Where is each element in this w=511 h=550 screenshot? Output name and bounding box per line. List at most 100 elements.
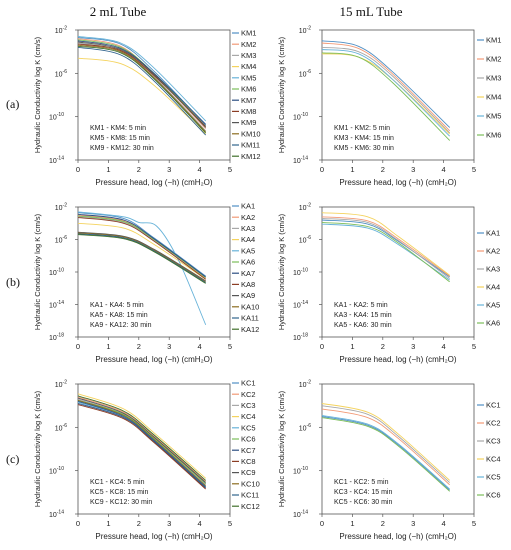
annotation-line: KC3 - KC4: 15 min [334,489,392,496]
y-tick-label: 10-2 [55,380,67,390]
annotation-line: KM1 - KM2: 5 min [334,125,390,132]
legend-label-km1: KM1 [241,29,256,38]
legend-label-ka4: KA4 [486,283,500,292]
legend-label-kc5: KC5 [486,473,501,482]
series-line-ka6 [77,215,206,279]
series-line-km4 [77,57,207,135]
legend-label-km10: KM10 [241,129,261,138]
series-line-kc4 [77,393,206,479]
legend-label-km6: KM6 [486,131,501,140]
series-line-kc7 [77,403,207,489]
x-tick-label: 0 [320,165,324,174]
x-tick-label: 5 [472,519,476,528]
plot-frame [321,383,475,515]
y-axis-label: Hydraulic Conductivity log K (cm/s) [33,213,42,330]
column-title-15ml: 15 mL Tube [339,4,402,19]
x-tick-label: 5 [228,342,232,351]
series-line-ka9 [77,231,206,282]
legend-label-km9: KM9 [241,118,256,127]
x-tick-label: 1 [106,165,110,174]
y-tick-label: 10-10 [49,466,64,476]
x-tick-label: 0 [76,165,80,174]
series-line-km7 [77,40,207,125]
row-label-b: (b) [6,275,20,289]
x-tick-label: 4 [198,342,202,351]
series-line-km10 [77,44,207,133]
annotation-line: KC5 - KC6: 30 min [334,499,392,506]
legend-label-kc3: KC3 [486,437,501,446]
series-line-ka8 [77,217,206,280]
x-tick-label: 3 [411,165,415,174]
series-line-kc9 [77,397,206,483]
series-line-kc4 [321,403,451,481]
series-line-ka4 [77,222,206,280]
annotation-line: KA1 - KA4: 5 min [90,302,144,309]
legend-label-ka3: KA3 [486,265,500,274]
y-tick-label: 10-14 [49,510,64,520]
series-line-kc5 [321,414,450,490]
annotation-line: KM1 - KM4: 5 min [90,125,146,132]
x-tick-label: 2 [137,165,141,174]
row-label-a: (a) [6,97,19,111]
series-line-ka12 [77,234,206,284]
series-line-kc5 [77,401,207,488]
panels: 0 1 2 3 4 5 10-2 10-6 10-10 10-14 Pressure head, l… [33,26,501,542]
panel-a-right: 0 1 2 3 4 5 10-2 10-6 10-10 10-14 Pressure head, l… [277,26,501,188]
series-line-ka11 [77,233,206,283]
legend-label-kc2: KC2 [486,419,501,428]
y-tick-label: 10-10 [49,112,64,122]
x-tick-label: 2 [381,519,385,528]
y-tick-label: 10-10 [49,268,64,278]
y-axis-label: Hydraulic Conductivity log K (cm/s) [33,390,42,507]
series-line-km6 [77,39,207,127]
series-line-km3 [321,46,451,134]
legend-label-km2: KM2 [241,40,256,49]
series-line-ka3 [321,217,450,279]
legend-label-kc6: KC6 [241,435,256,444]
legend-label-ka9: KA9 [241,291,255,300]
legend-label-kc9: KC9 [241,468,256,477]
annotation-line: KA9 - KA12: 30 min [90,322,152,329]
series-line-ka1 [321,219,450,278]
series-line-kc6 [77,399,206,485]
panel-b-left: 0 1 2 3 4 5 10-2 10-6 10-10 10-14 10-18 Pressure he… [33,202,259,364]
annotation-line: KC5 - KC8: 15 min [90,489,148,496]
legend-label-km5: KM5 [486,112,501,121]
row-label-c: (c) [6,452,19,466]
legend-label-kc2: KC2 [241,390,256,399]
legend-label-km8: KM8 [241,107,256,116]
legend-label-km4: KM4 [486,93,501,102]
legend-label-kc5: KC5 [241,423,256,432]
x-tick-label: 1 [350,342,354,351]
y-tick-label: 10-18 [293,333,308,343]
x-tick-label: 1 [350,519,354,528]
column-title-2ml: 2 mL Tube [90,4,147,19]
y-tick-label: 10-2 [55,203,67,213]
y-tick-label: 10-10 [293,268,308,278]
panel-b-right: 0 1 2 3 4 5 10-2 10-6 10-10 10-14 10-18 Pressure he… [277,203,500,365]
y-tick-label: 10-14 [49,300,64,310]
annotation-line: KA5 - KA6: 30 min [334,322,392,329]
y-tick-label: 10-14 [293,300,308,310]
series-line-km5 [77,36,207,122]
legend-label-km12: KM12 [241,152,261,161]
annotation-line: KC1 - KC4: 5 min [90,479,145,486]
x-tick-label: 0 [76,519,80,528]
panel-c-left: 0 1 2 3 4 5 10-2 10-6 10-10 10-14 Pressure head, l… [33,379,260,541]
x-tick-label: 1 [106,519,110,528]
x-tick-label: 4 [442,519,446,528]
panel-a-left: 0 1 2 3 4 5 10-2 10-6 10-10 10-14 Pressure head, l… [33,26,261,188]
series-line-km2 [321,42,451,132]
y-tick-label: 10-6 [299,69,311,79]
annotation-line: KA5 - KA8: 15 min [90,312,148,319]
series-line-kc8 [77,404,207,490]
series-line-km1 [321,40,451,128]
legend-label-ka1: KA1 [486,229,500,238]
x-tick-label: 3 [167,519,171,528]
y-tick-label: 10-6 [55,69,67,79]
legend-label-ka11: KA11 [241,314,259,323]
x-tick-label: 4 [442,165,446,174]
annotation-line: KC1 - KC2: 5 min [334,479,389,486]
x-axis-label: Pressure head, log (−h) (cmH₂O) [339,355,456,364]
